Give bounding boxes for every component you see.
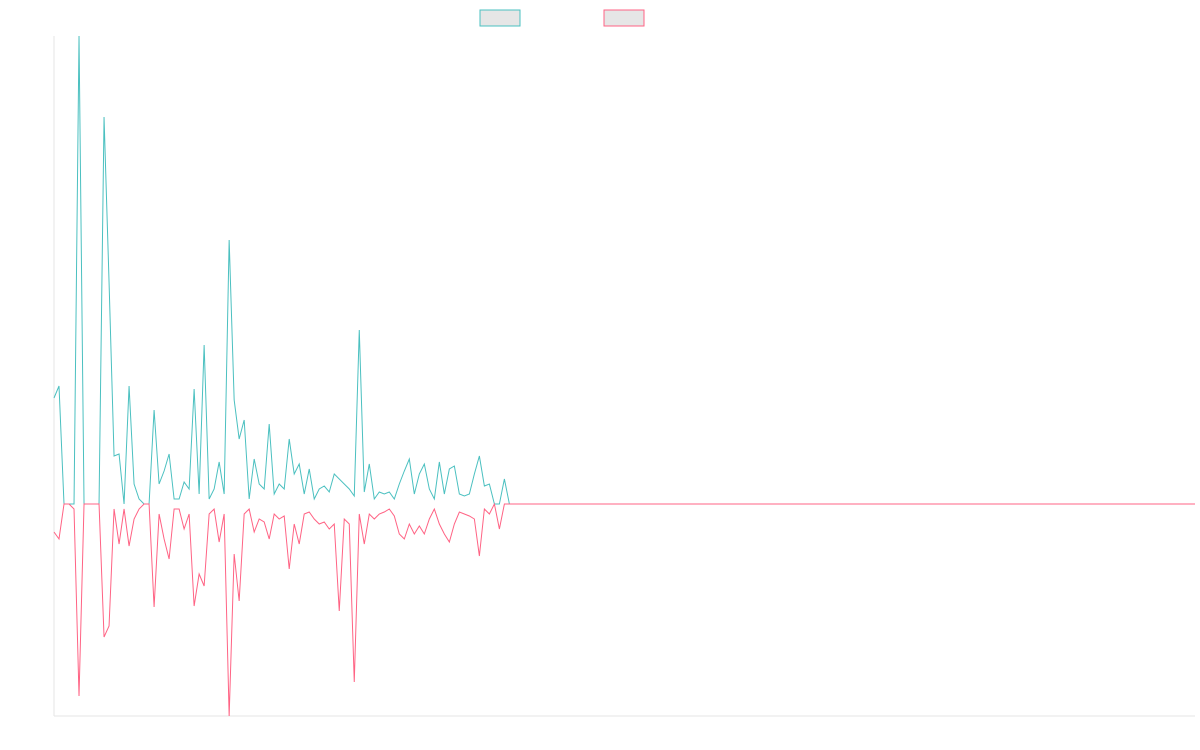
series-line: [53, 35, 1195, 505]
legend-swatch[interactable]: [603, 9, 645, 27]
legend-swatch[interactable]: [479, 9, 521, 27]
series-line: [53, 502, 1195, 717]
